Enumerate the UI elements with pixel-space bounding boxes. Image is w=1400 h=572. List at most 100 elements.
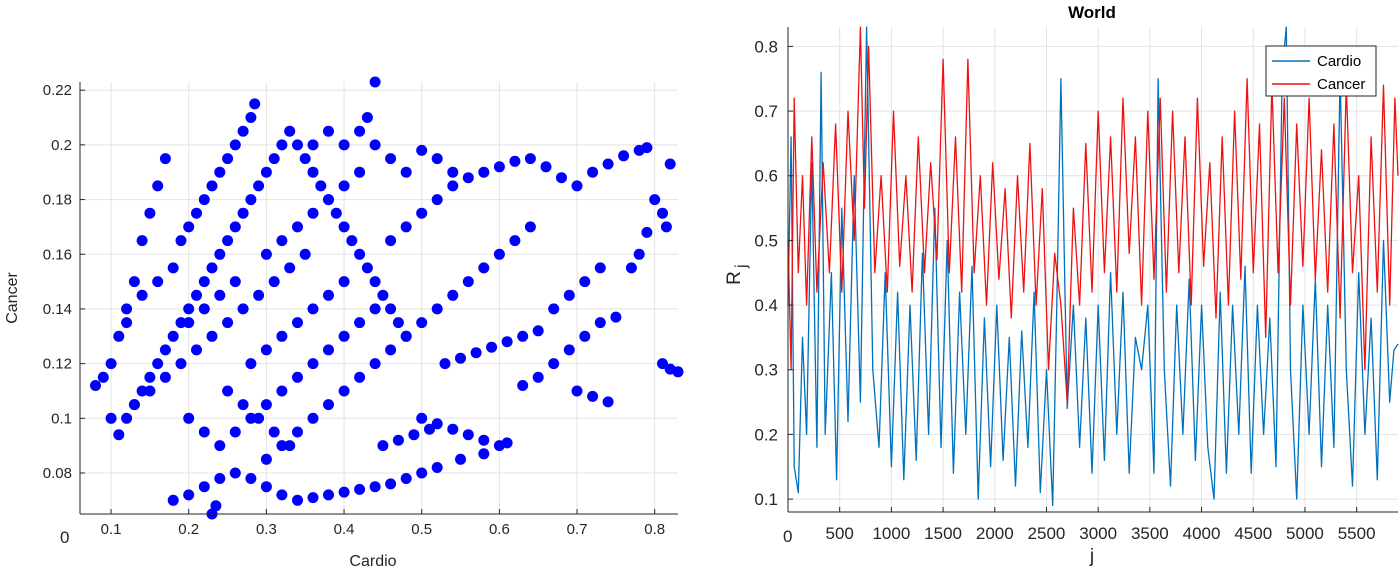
scatter-point [556,172,567,184]
scatter-point [431,462,443,473]
scatter-point [602,158,614,170]
line-x-tick-label: 5000 [1286,524,1324,543]
scatter-point [183,317,195,329]
scatter-point [159,344,171,356]
scatter-point [121,317,133,329]
scatter-point [517,330,529,342]
scatter-point [408,429,420,441]
scatter-point [128,276,140,288]
scatter-point [144,371,156,383]
line-y-axis-label-subscript: j [733,264,750,269]
scatter-point [501,336,513,348]
scatter-point [462,276,474,288]
line-y-tick-label: 0.7 [754,102,778,121]
scatter-point [292,494,303,506]
scatter-point [136,289,148,301]
scatter-point [486,341,498,353]
scatter-point [292,317,303,329]
scatter-point [198,481,210,493]
scatter-point [478,262,490,274]
scatter-point [400,330,412,342]
scatter-point [253,289,265,301]
scatter-point [338,385,350,397]
scatter-point [191,207,202,219]
scatter-panel: 0.1 0.2 0.3 0.4 0.5 0.6 0.7 0.8 0.08 0.1 0.12 0.14… [4,76,684,570]
scatter-point [610,311,622,323]
scatter-point [385,153,397,165]
scatter-corner-label: 0 [60,528,69,547]
scatter-point [284,262,296,274]
scatter-point [183,489,195,501]
scatter-point [206,262,218,274]
scatter-y-tick-label: 0.12 [43,356,72,373]
scatter-point [307,303,319,315]
scatter-point [214,166,226,178]
scatter-point [455,352,466,364]
scatter-point [354,483,366,495]
scatter-point [299,153,311,165]
line-chart-title: World [1068,3,1116,22]
scatter-point [276,440,288,452]
scatter-point [548,303,560,315]
scatter-point [229,139,241,151]
line-corner-label: 0 [783,527,792,546]
line-x-tick-label: 4500 [1234,524,1272,543]
scatter-point [183,221,195,233]
scatter-point [369,481,381,493]
scatter-point [307,139,319,151]
scatter-point [447,180,459,192]
scatter-point [323,289,334,301]
series-line-cancer [787,26,1399,403]
scatter-point [385,303,397,315]
scatter-y-tick-label: 0.14 [43,301,72,318]
scatter-point [198,426,210,438]
scatter-point [152,358,164,370]
scatter-point [121,412,133,424]
scatter-point [276,489,288,501]
scatter-point [431,153,443,165]
scatter-point [323,399,334,411]
scatter-point [377,440,389,452]
scatter-x-tick-label: 0.7 [567,521,588,538]
scatter-point [354,248,366,260]
scatter-point [121,303,133,315]
scatter-point [113,330,125,342]
scatter-point [245,358,257,370]
scatter-points [90,76,684,520]
line-x-tick-label: 3500 [1131,524,1169,543]
scatter-point [641,142,653,154]
scatter-y-axis-label: Cancer [4,272,21,324]
scatter-x-axis-label: Cardio [349,553,396,570]
scatter-point [167,494,179,506]
scatter-point [416,412,428,424]
scatter-point [113,429,125,441]
scatter-point [222,235,234,247]
scatter-point [268,426,280,438]
scatter-point [307,412,319,424]
scatter-point [369,358,381,370]
scatter-point [672,366,684,378]
scatter-point [509,155,521,167]
scatter-point [493,161,505,173]
scatter-point [424,423,435,435]
scatter-point [245,194,257,206]
scatter-point [602,396,614,408]
scatter-point [462,172,474,184]
scatter-point [501,437,513,449]
scatter-point [587,390,599,402]
scatter-point [354,166,366,178]
scatter-point [649,194,661,206]
scatter-point [447,166,459,178]
scatter-point [618,150,630,162]
scatter-y-tick-label: 0.16 [43,246,72,263]
line-y-tick-label: 0.2 [754,425,778,444]
scatter-point [260,248,272,260]
scatter-point [167,262,179,274]
scatter-point [292,426,303,438]
scatter-point [175,358,187,370]
line-y-tick-label: 0.3 [754,361,778,380]
scatter-point [97,371,109,383]
line-y-axis-label: R [724,271,745,285]
scatter-point [152,276,164,288]
line-y-tick-label: 0.1 [754,490,778,509]
